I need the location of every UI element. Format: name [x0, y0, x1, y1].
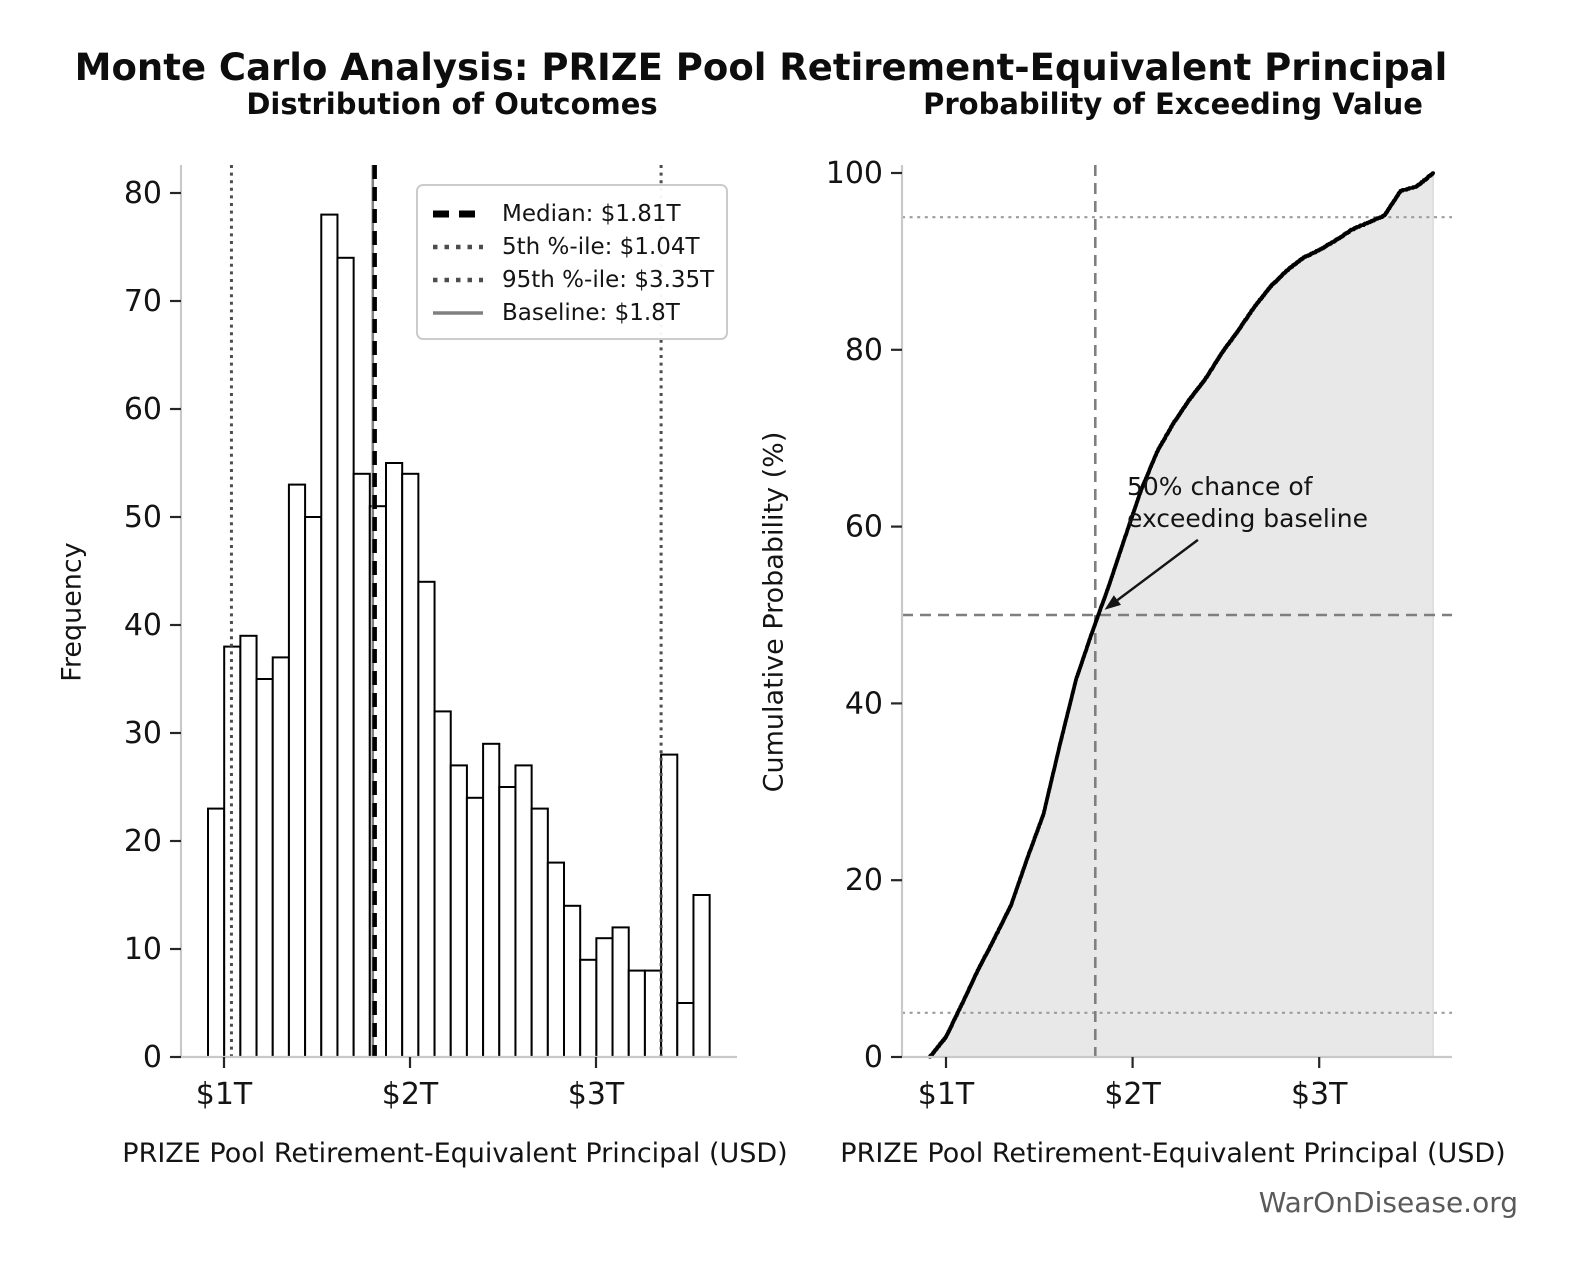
histogram-bar: [465, 796, 485, 1058]
histogram-bar: [449, 764, 468, 1059]
legend-entry-5th-percentile: 5th %-ile: $1.04T: [432, 230, 712, 263]
y-tick-label: 70: [124, 284, 162, 319]
y-tick-label: 80: [124, 176, 162, 211]
y-tick-label: 10: [124, 932, 162, 967]
histogram-bar: [660, 753, 679, 1058]
y-tick-label: 20: [845, 863, 883, 898]
histogram-bar: [385, 462, 404, 1058]
histogram-bar: [287, 483, 307, 1059]
legend-label-5th-percentile: 5th %-ile: $1.04T: [502, 233, 700, 260]
y-tick-label: 100: [826, 156, 883, 191]
histogram-bar: [239, 634, 258, 1058]
histogram-bar: [336, 256, 355, 1058]
histogram-bar: [417, 580, 436, 1058]
left-subplot-title: Distribution of Outcomes: [246, 87, 658, 121]
y-tick-label: 0: [864, 1040, 883, 1075]
legend: Median: $1.81T 5th %-ile: $1.04T 95th %-…: [416, 184, 728, 340]
right-x-axis-label: PRIZE Pool Retirement-Equivalent Princip…: [840, 1138, 1506, 1169]
histogram-bar: [530, 807, 549, 1058]
histogram-bar: [611, 926, 630, 1059]
histogram-bar: [563, 904, 582, 1058]
annotation-arrow-shaft: [1116, 538, 1199, 602]
y-tick-label: 0: [143, 1040, 162, 1075]
legend-entry-median: Median: $1.81T: [432, 197, 712, 230]
histogram-bar: [320, 213, 339, 1059]
y-tick-label: 40: [845, 686, 883, 721]
histogram-bar: [498, 786, 517, 1058]
right-subplot-title: Probability of Exceeding Value: [923, 87, 1423, 121]
y-tick-label: 30: [124, 716, 162, 751]
legend-entry-baseline: Baseline: $1.8T: [432, 296, 712, 329]
histogram-bar: [482, 742, 501, 1058]
histogram-bar: [579, 958, 598, 1058]
histogram-bar: [352, 472, 371, 1058]
histogram-bar: [255, 678, 274, 1058]
x-tick-label: $2T: [382, 1077, 439, 1112]
annotation-line-1: 50% chance of: [1127, 472, 1313, 501]
histogram-bar: [271, 656, 290, 1059]
legend-median-line-sample: [433, 210, 483, 217]
y-tick-label: 50: [124, 500, 162, 535]
annotation-50-percent: 50% chance of exceeding baseline: [1127, 471, 1368, 535]
legend-95th-percentile-line-sample: [433, 277, 483, 282]
histogram-bar: [433, 710, 452, 1059]
y-tick-label: 20: [124, 824, 162, 859]
left-x-axis-label: PRIZE Pool Retirement-Equivalent Princip…: [122, 1138, 788, 1169]
x-tick-label: $3T: [1291, 1077, 1348, 1112]
histogram-bar: [401, 472, 420, 1058]
histogram-bar: [546, 861, 566, 1058]
annotation-arrow-head: [1104, 595, 1122, 610]
histogram-bar: [304, 516, 323, 1058]
cdf-curve: [928, 171, 1435, 1059]
left-y-axis-label: Frequency: [56, 542, 88, 682]
legend-5th-percentile-line-sample: [433, 244, 483, 249]
histogram-bar: [627, 969, 646, 1058]
watermark: WarOnDisease.org: [1258, 1186, 1518, 1219]
legend-label-95th-percentile: 95th %-ile: $3.35T: [502, 266, 715, 293]
right-y-axis-label: Cumulative Probability (%): [758, 431, 790, 793]
x-tick-label: $2T: [1104, 1077, 1161, 1112]
y-tick-label: 60: [124, 392, 162, 427]
histogram-bar: [692, 894, 711, 1058]
annotation-line-2: exceeding baseline: [1127, 504, 1368, 533]
legend-entry-95th-percentile: 95th %-ile: $3.35T: [432, 263, 715, 296]
x-tick-label: $3T: [568, 1077, 625, 1112]
x-tick-label: $1T: [918, 1077, 975, 1112]
y-tick-label: 60: [845, 510, 883, 545]
legend-label-baseline: Baseline: $1.8T: [502, 299, 680, 326]
histogram-bar: [207, 807, 226, 1058]
histogram-bar: [595, 937, 614, 1059]
main-title: Monte Carlo Analysis: PRIZE Pool Retirem…: [74, 46, 1448, 89]
histogram-bar: [643, 969, 663, 1058]
legend-baseline-line-sample: [433, 310, 483, 315]
y-tick-label: 80: [845, 333, 883, 368]
histogram-bar: [514, 764, 533, 1059]
histogram-bar: [676, 1002, 695, 1058]
legend-label-median: Median: $1.81T: [502, 200, 681, 227]
y-tick-label: 40: [124, 608, 162, 643]
x-tick-label: $1T: [196, 1077, 253, 1112]
